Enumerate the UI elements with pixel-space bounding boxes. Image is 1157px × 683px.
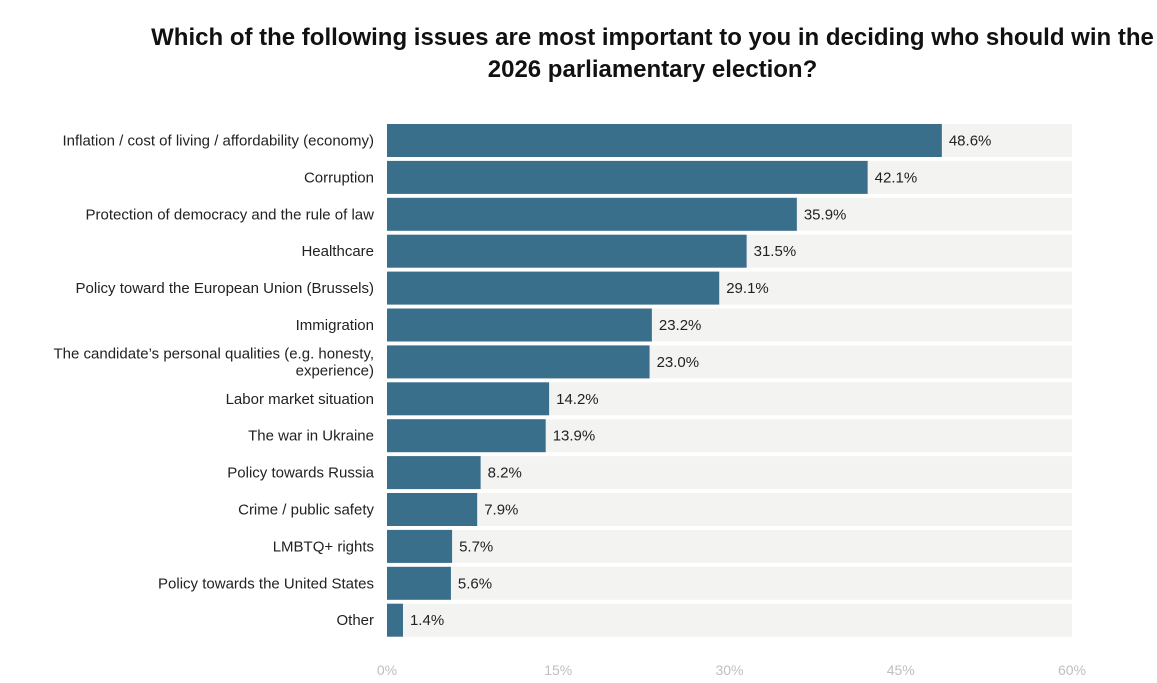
data-label: 29.1% <box>726 280 769 297</box>
data-label: 7.9% <box>484 502 518 519</box>
bar-row: 5.6% Policy towards the United States <box>158 566 1072 600</box>
bar <box>387 308 652 342</box>
data-label: 35.9% <box>804 206 847 223</box>
category-label: Crime / public safety <box>238 502 374 519</box>
category-label: Other <box>336 612 374 629</box>
data-label: 31.5% <box>754 243 797 260</box>
bar-row: 31.5% Healthcare <box>301 234 1072 268</box>
category-label: Immigration <box>296 317 374 334</box>
x-tick-label: 30% <box>715 662 743 678</box>
chart-title: Which of the following issues are most i… <box>151 24 1154 83</box>
bar <box>387 529 453 563</box>
bar-row: 1.4% Other <box>336 603 1072 637</box>
bar-row: 42.1% Corruption <box>304 160 1072 194</box>
bar <box>387 345 650 379</box>
bar <box>387 566 451 600</box>
category-label: Protection of democracy and the rule of … <box>86 206 375 223</box>
bar <box>387 456 481 490</box>
bar-row: 7.9% Crime / public safety <box>238 493 1072 526</box>
bar-row: 35.9% Protection of democracy and the rul… <box>86 197 1072 231</box>
category-label: LMBTQ+ rights <box>273 538 374 555</box>
data-label: 5.7% <box>459 538 493 555</box>
category-label: Corruption <box>304 169 374 186</box>
x-tick-label: 60% <box>1058 662 1086 678</box>
bar-row: 29.1% Policy toward the European Union (B… <box>76 271 1072 305</box>
bar-row: 14.2% Labor market situation <box>226 382 1072 416</box>
data-label: 14.2% <box>556 391 599 408</box>
category-label: Healthcare <box>301 243 374 260</box>
bar <box>387 419 546 453</box>
bar-row: 5.7% LMBTQ+ rights <box>273 529 1072 563</box>
bar-track <box>387 566 1072 600</box>
data-label: 1.4% <box>410 612 444 629</box>
data-label: 42.1% <box>875 169 918 186</box>
data-label: 5.6% <box>458 575 492 592</box>
bar-track <box>387 603 1072 637</box>
bar <box>387 160 868 194</box>
bar <box>387 271 720 305</box>
x-tick-label: 0% <box>377 662 397 678</box>
bar-rows: 48.6% Inflation / cost of living / afford… <box>54 124 1072 637</box>
category-label: Policy toward the European Union (Brusse… <box>76 280 374 297</box>
bar <box>387 234 747 268</box>
x-axis: 0% 15% 30% 45% 60% <box>377 662 1086 678</box>
data-label: 23.2% <box>659 317 702 334</box>
data-label: 48.6% <box>949 133 992 150</box>
bar <box>387 603 403 637</box>
bar-row: 23.0% The candidate’s personal qualities … <box>54 345 1072 379</box>
category-label: Inflation / cost of living / affordabili… <box>62 133 374 150</box>
x-tick-label: 15% <box>544 662 572 678</box>
data-label: 13.9% <box>553 428 596 445</box>
bar-row: 23.2% Immigration <box>296 308 1072 342</box>
category-label: Policy towards Russia <box>227 465 374 482</box>
x-tick-label: 45% <box>887 662 915 678</box>
bar-track <box>387 493 1072 526</box>
bar-row: 48.6% Inflation / cost of living / afford… <box>62 124 1072 157</box>
bar <box>387 124 942 157</box>
data-label: 8.2% <box>488 465 522 482</box>
bar <box>387 493 478 526</box>
category-label: Labor market situation <box>226 391 374 408</box>
bar-row: 8.2% Policy towards Russia <box>227 456 1072 490</box>
category-label: The war in Ukraine <box>248 428 374 445</box>
data-label: 23.0% <box>657 354 700 371</box>
bar-track <box>387 456 1072 490</box>
bar-track <box>387 529 1072 563</box>
category-label: Policy towards the United States <box>158 575 374 592</box>
bar <box>387 382 550 416</box>
bar-row: 13.9% The war in Ukraine <box>248 419 1072 453</box>
bar <box>387 197 797 231</box>
category-label: The candidate’s personal qualities (e.g.… <box>54 345 374 379</box>
